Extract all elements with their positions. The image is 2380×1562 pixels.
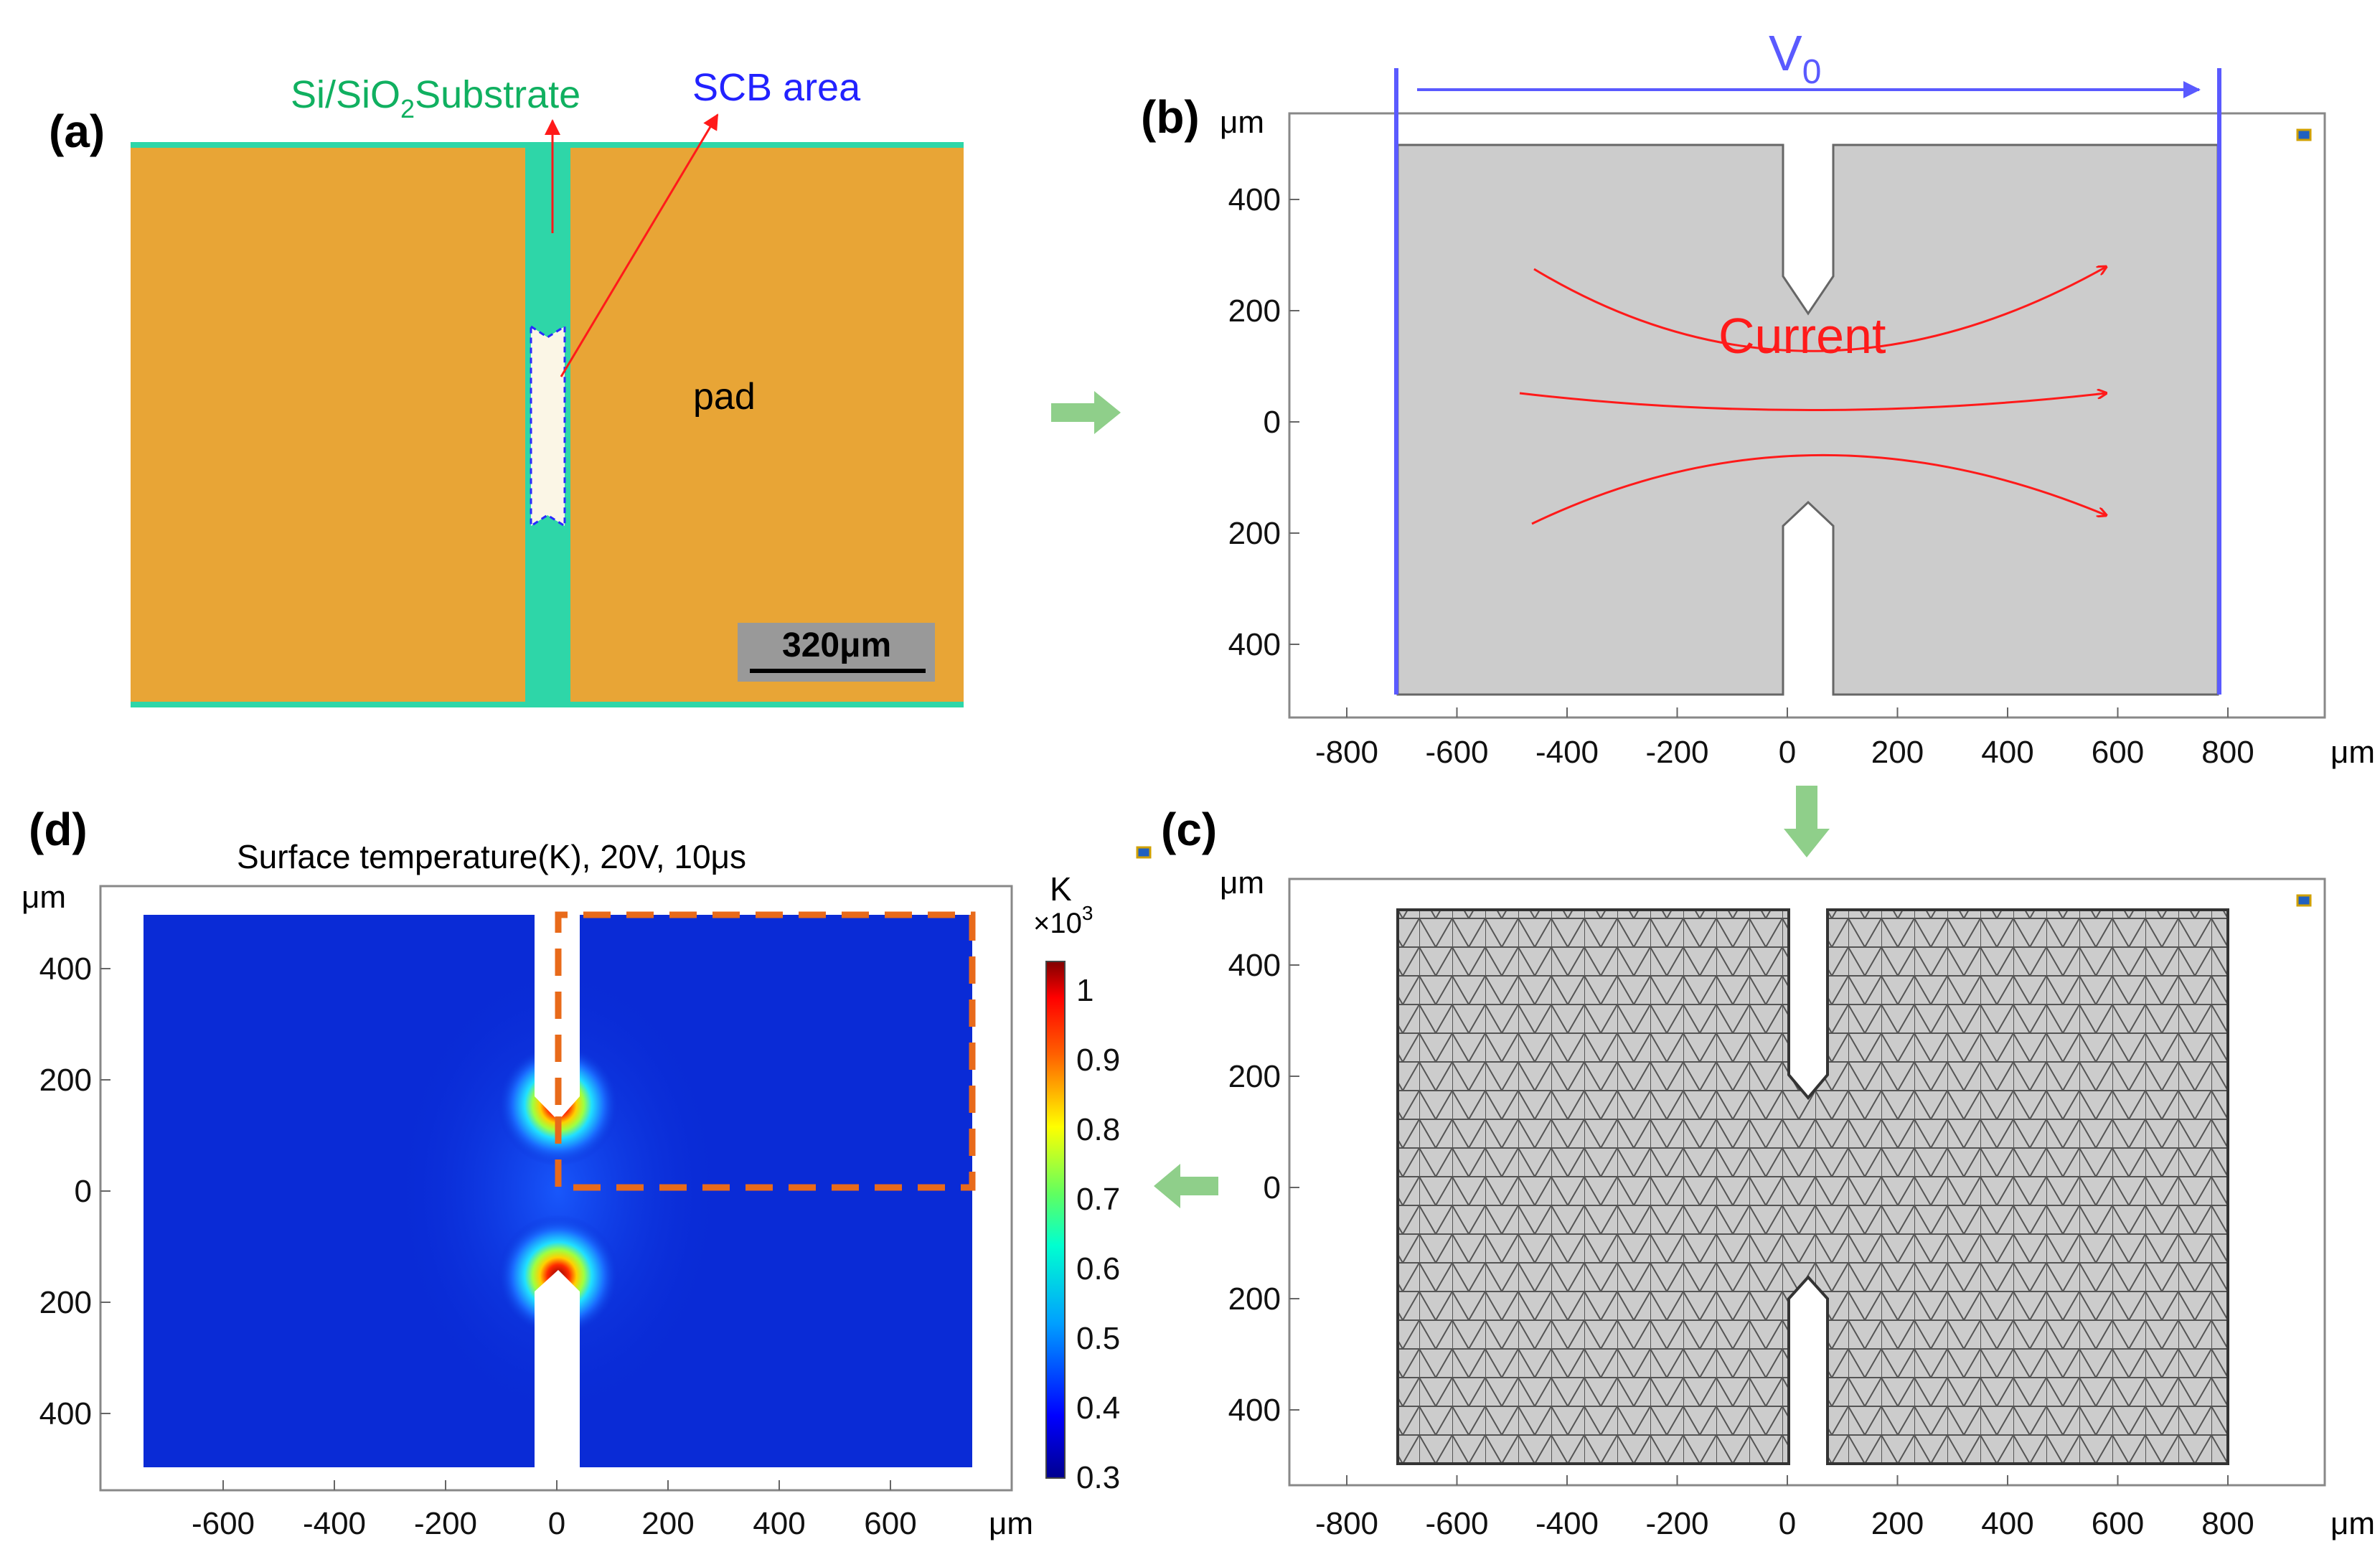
colorbar-tick-label: 0.8 (1076, 1112, 1120, 1147)
colorbar (1045, 961, 1066, 1479)
panel-b-x-tick-label: 0 (1779, 735, 1796, 770)
panel-c-x-tick-label: -200 (1645, 1506, 1708, 1541)
panel-c: (c) μm 400 200 0 200 400 -800 -600 -400 -200 0 20… (1161, 804, 2375, 1541)
panel-c-y-ticks: 400 200 0 200 400 (1228, 948, 1299, 1428)
photo-pad-left (131, 144, 525, 707)
pad-label: pad (693, 376, 756, 418)
panel-c-unit-x: μm (2330, 1506, 2375, 1541)
colorbar-tick-label: 0.6 (1076, 1251, 1120, 1286)
colorbar-tick-label: 0.5 (1076, 1321, 1120, 1356)
panel-d-unit-x: μm (989, 1506, 1033, 1541)
panel-c-y-tick-label: 400 (1228, 1393, 1281, 1428)
current-label: Current (1718, 308, 1886, 364)
panel-b-x-tick-label: -400 (1535, 735, 1599, 770)
panel-c-label: (c) (1161, 804, 1217, 855)
panel-b-y-tick-label: 200 (1228, 293, 1281, 329)
current-line-top (1533, 267, 2106, 352)
panel-d-x-tick-label: 0 (548, 1506, 565, 1541)
panel-b-unit-y: μm (1220, 105, 1264, 140)
panel-b-x-ticks: -800 -600 -400 -200 0 200 400 600 800 (1315, 707, 2254, 770)
panel-c-x-tick-label: 200 (1871, 1506, 1924, 1541)
panel-c-x-tick-label: 800 (2201, 1506, 2254, 1541)
panel-d-x-tick-label: 200 (641, 1506, 694, 1541)
photo-top-edge (131, 142, 964, 148)
panel-d-unit-y: μm (22, 880, 66, 915)
heat-glow (393, 961, 723, 1421)
panel-b-x-tick-label: 200 (1871, 735, 1924, 770)
photo-bottom-edge (131, 702, 964, 707)
panel-c-x-tick-label: 600 (2092, 1506, 2144, 1541)
panel-d-x-tick-label: 600 (864, 1506, 916, 1541)
photo-pad-right (570, 144, 964, 707)
panel-d-label: (d) (29, 804, 88, 855)
panel-d-y-tick-label: 400 (39, 1396, 92, 1431)
panel-b-x-tick-label: -800 (1315, 735, 1378, 770)
panel-d-x-tick-label: 400 (753, 1506, 805, 1541)
panel-b-x-tick-label: 600 (2092, 735, 2144, 770)
current-line-middle (1519, 393, 2106, 411)
panel-c-x-tick-label: 400 (1981, 1506, 2033, 1541)
colorbar-unit: K (1050, 870, 1072, 908)
panel-d-x-tick-label: -400 (303, 1506, 366, 1541)
panel-b-x-tick-label: 800 (2201, 735, 2254, 770)
panel-c-x-ticks: -800 -600 -400 -200 0 200 400 600 800 (1315, 1475, 2254, 1541)
colorbar-tick-label: 1 (1076, 973, 1093, 1008)
panel-b-x-tick-label: 400 (1981, 735, 2033, 770)
panel-c-y-tick-label: 0 (1264, 1170, 1281, 1205)
panel-a-label: (a) (49, 105, 105, 157)
panel-b-y-tick-label: 400 (1228, 627, 1281, 662)
current-line-bottom (1531, 453, 2106, 525)
panel-b: (b) μm V0 Current 400 200 0 200 400 -800 -600… (1141, 25, 2375, 770)
panel-d-x-ticks: -600 -400 -200 0 200 400 600 (192, 1480, 917, 1541)
panel-c-x-tick-label: -600 (1425, 1506, 1488, 1541)
panel-d-x-tick-label: -600 (192, 1506, 255, 1541)
panel-b-unit-x: μm (2330, 735, 2375, 770)
panel-d-title: Surface temperature(K), 20V, 10μs (237, 838, 746, 875)
panel-d-corner-icon (1136, 846, 1152, 859)
panel-b-y-tick-label: 400 (1228, 182, 1281, 217)
panel-c-y-tick-label: 200 (1228, 1059, 1281, 1094)
panel-b-y-ticks: 400 200 0 200 400 (1228, 182, 1299, 662)
panel-b-x-tick-label: -200 (1645, 735, 1708, 770)
scb-area (530, 324, 566, 528)
panel-c-x-tick-label: -400 (1535, 1506, 1599, 1541)
panel-c-x-tick-label: 0 (1779, 1506, 1796, 1541)
colorbar-ticks: 1 0.9 0.8 0.7 0.6 0.5 0.4 0.3 (1076, 973, 1120, 1495)
dashed-region-box (555, 911, 976, 1191)
panel-d-y-ticks: 400 200 0 200 400 (39, 951, 110, 1431)
panel-d-y-tick-label: 400 (39, 951, 92, 987)
scb-pointer (560, 113, 719, 377)
panel-d-x-tick-label: -200 (414, 1506, 477, 1541)
panel-b-y-tick-label: 0 (1264, 405, 1281, 440)
panel-d: (d) Surface temperature(K), 20V, 10μs μm… (22, 804, 1152, 1541)
panel-d-y-tick-label: 200 (39, 1063, 92, 1098)
scale-bar-label: 320μm (782, 626, 891, 664)
panel-d-y-tick-label: 0 (75, 1174, 92, 1209)
gap-bottom-mask (535, 1270, 580, 1472)
colorbar-tick-label: 0.4 (1076, 1391, 1120, 1426)
substrate-label: Si/SiO2Substrate (291, 73, 580, 123)
arrow-a-to-b (1051, 391, 1121, 434)
panel-b-label: (b) (1141, 91, 1200, 143)
panel-b-x-tick-label: -600 (1425, 735, 1488, 770)
colorbar-tick-label: 0.3 (1076, 1460, 1120, 1495)
arrow-b-to-c (1784, 786, 1830, 857)
panel-c-x-tick-label: -800 (1315, 1506, 1378, 1541)
colorbar-scale: ×103 (1033, 902, 1093, 939)
panel-b-y-tick-label: 200 (1228, 516, 1281, 551)
scb-label: SCB area (692, 66, 861, 109)
colorbar-tick-label: 0.7 (1076, 1182, 1120, 1217)
voltage-label: V0 (1769, 25, 1821, 91)
panel-c-corner-icon (2296, 894, 2312, 907)
panel-c-y-tick-label: 200 (1228, 1281, 1281, 1317)
mesh-elements (1396, 908, 2229, 1465)
panel-a: (a) Si/SiO2Substrate SCB area pad 320μm (49, 66, 964, 707)
panel-d-y-tick-label: 200 (39, 1285, 92, 1320)
panel-b-corner-icon (2296, 128, 2312, 141)
panel-c-y-tick-label: 400 (1228, 948, 1281, 983)
arrow-c-to-d (1154, 1164, 1218, 1208)
panel-c-unit-y: μm (1220, 865, 1264, 900)
colorbar-tick-label: 0.9 (1076, 1043, 1120, 1078)
